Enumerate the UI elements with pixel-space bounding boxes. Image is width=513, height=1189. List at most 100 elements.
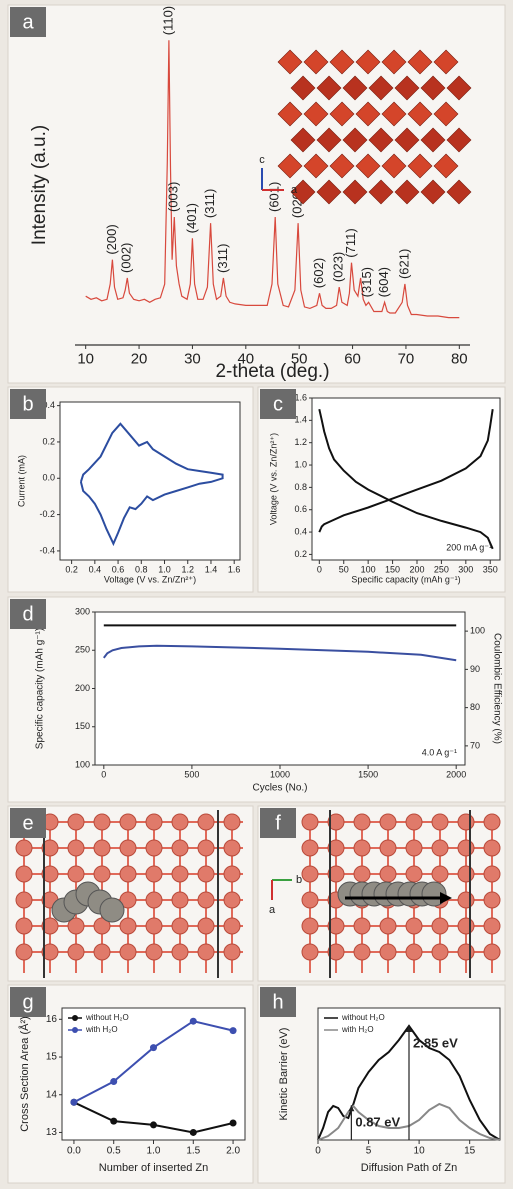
y-tick-label: 0.2 [294, 549, 307, 559]
series-line [79, 422, 224, 547]
y-tick-label: 0.2 [42, 436, 55, 446]
y-tick-label: 0.4 [42, 400, 55, 410]
x-tick-label: 5 [366, 1146, 372, 1157]
octahedron [290, 179, 316, 205]
atom [197, 943, 215, 961]
atom [457, 917, 475, 935]
atom [223, 943, 241, 961]
octahedron [303, 153, 329, 179]
x-tick-label: 0.8 [135, 565, 148, 575]
y-axis-title: Specific capacity (mAh g⁻¹) [35, 628, 46, 749]
x-tick-label: 2000 [446, 770, 466, 780]
point [150, 1044, 157, 1052]
atom [301, 839, 319, 857]
x-tick-label: 70 [398, 350, 415, 367]
atom [171, 865, 189, 883]
y-tick-label: 300 [75, 606, 90, 616]
atom [171, 891, 189, 909]
x-axis-title: Cycles (No.) [252, 783, 307, 794]
octahedron [381, 153, 407, 179]
atom [197, 813, 215, 831]
x-tick-label: 1.0 [158, 565, 171, 575]
legend-marker [72, 1027, 78, 1033]
octahedron [420, 179, 446, 205]
axis-label: a [291, 184, 298, 196]
atom [379, 943, 397, 961]
panel-label-box [10, 987, 46, 1017]
y2-tick-label: 70 [470, 740, 480, 750]
atom [119, 943, 137, 961]
atom [15, 917, 33, 935]
atom [93, 839, 111, 857]
panel-label-box [10, 808, 46, 838]
atom [197, 891, 215, 909]
atom [483, 917, 501, 935]
annotation: 2.85 eV [413, 1035, 458, 1050]
octahedron [433, 49, 459, 75]
panel-label: h [272, 991, 283, 1013]
atom [197, 865, 215, 883]
atom [405, 813, 423, 831]
x-axis-title: Number of inserted Zn [99, 1162, 208, 1174]
panel-label-box [260, 808, 296, 838]
arrow-head [440, 892, 452, 904]
peak-label: (621) [396, 249, 411, 279]
atom [223, 839, 241, 857]
atom [327, 917, 345, 935]
atom [145, 839, 163, 857]
atom [431, 943, 449, 961]
atom [301, 917, 319, 935]
octahedron [394, 179, 420, 205]
atom [431, 917, 449, 935]
y-tick-label: 14 [46, 1089, 58, 1100]
series-line [317, 1024, 501, 1141]
atom [197, 917, 215, 935]
series-line [103, 644, 457, 662]
x-tick-label: 250 [434, 565, 449, 575]
x-tick-label: 20 [131, 350, 148, 367]
octahedron [342, 127, 368, 153]
atom [457, 943, 475, 961]
x-tick-label: 350 [483, 565, 498, 575]
atom [223, 891, 241, 909]
atom [379, 839, 397, 857]
atom [119, 891, 137, 909]
octahedron [355, 101, 381, 127]
octahedron [368, 127, 394, 153]
octahedron [342, 75, 368, 101]
peak-label: (315) [359, 267, 374, 297]
x-axis-title: Specific capacity (mAh g⁻¹) [351, 574, 460, 584]
y-tick-label: 0.6 [294, 504, 307, 514]
point [150, 1121, 157, 1129]
atom [457, 891, 475, 909]
axis-label: a [269, 904, 276, 916]
legend-marker [72, 1015, 78, 1021]
atom [353, 865, 371, 883]
atom [379, 917, 397, 935]
x-tick-label: 30 [184, 350, 201, 367]
atom [301, 865, 319, 883]
octahedron [446, 127, 472, 153]
x-tick-label: 15 [464, 1146, 476, 1157]
peak-label: (604) [376, 267, 391, 297]
atom [301, 891, 319, 909]
atom [483, 813, 501, 831]
y-tick-label: 1.2 [294, 437, 307, 447]
legend-label: with H₂O [85, 1025, 118, 1034]
octahedron [446, 179, 472, 205]
octahedron [277, 49, 303, 75]
atom [405, 943, 423, 961]
y-tick-label: 16 [46, 1014, 58, 1025]
x-tick-label: 0.6 [112, 565, 125, 575]
atom [67, 917, 85, 935]
atom [93, 943, 111, 961]
x-tick-label: 0 [101, 770, 106, 780]
octahedron [355, 49, 381, 75]
octahedron [290, 75, 316, 101]
y-tick-label: 1.6 [294, 392, 307, 402]
y-tick-label: 200 [75, 683, 90, 693]
x-tick-label: 40 [237, 350, 254, 367]
y-axis-title: Cross Section Area (Å²) [18, 1016, 31, 1132]
point [229, 1027, 237, 1035]
atom [15, 943, 33, 961]
